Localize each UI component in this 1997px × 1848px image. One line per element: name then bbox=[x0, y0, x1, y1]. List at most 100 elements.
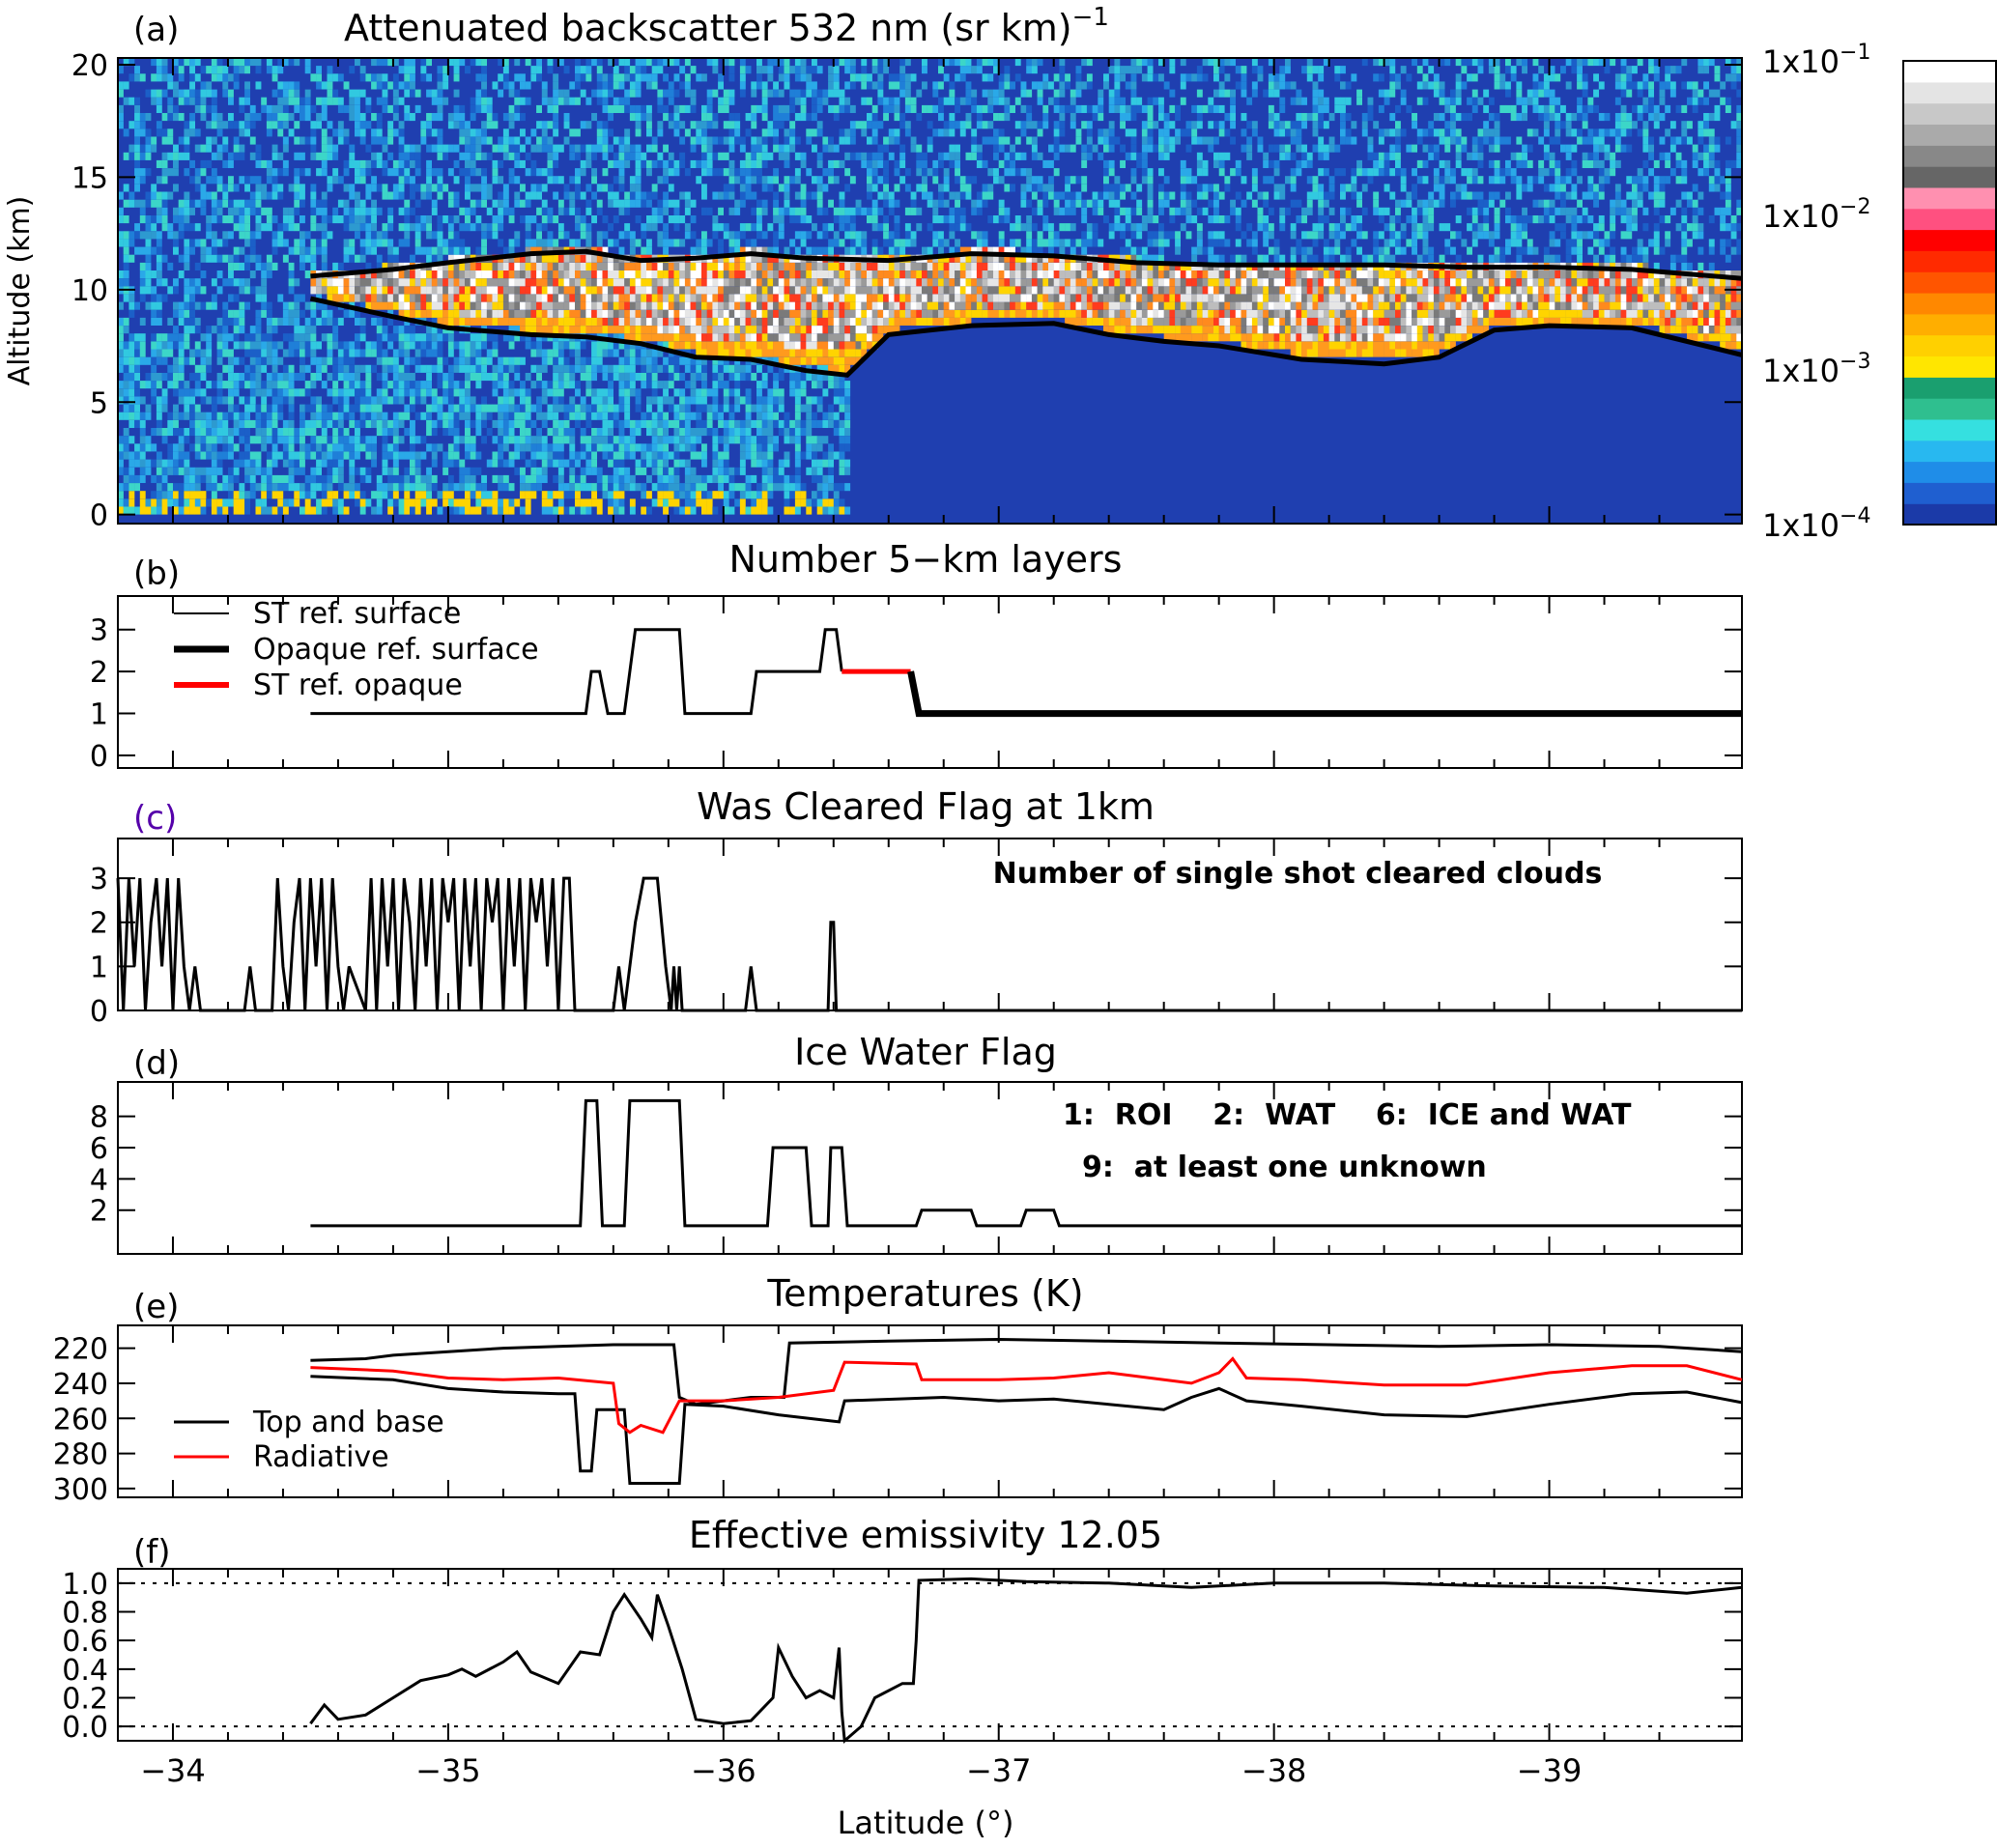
heatmap-cell bbox=[641, 381, 647, 389]
heatmap-cell bbox=[530, 73, 537, 82]
heatmap-cell bbox=[459, 364, 466, 373]
heatmap-cell bbox=[745, 286, 752, 295]
heatmap-cell bbox=[613, 443, 619, 452]
heatmap-cell bbox=[629, 113, 636, 122]
heatmap-cell bbox=[492, 381, 499, 389]
heatmap-cell bbox=[761, 309, 768, 318]
heatmap-cell bbox=[398, 474, 405, 483]
heatmap-cell bbox=[784, 73, 790, 82]
heatmap-cell bbox=[304, 168, 311, 177]
heatmap-cell bbox=[310, 349, 317, 357]
heatmap-cell bbox=[327, 341, 333, 350]
heatmap-cell bbox=[327, 419, 333, 428]
heatmap-cell bbox=[266, 128, 272, 137]
heatmap-cell bbox=[151, 191, 157, 200]
heatmap-cell bbox=[602, 231, 609, 240]
heatmap-cell bbox=[398, 184, 405, 192]
heatmap-cell bbox=[475, 144, 482, 153]
heatmap-cell bbox=[184, 381, 190, 389]
heatmap-cell bbox=[167, 191, 174, 200]
heatmap-cell bbox=[557, 396, 564, 405]
heatmap-cell bbox=[668, 333, 674, 342]
heatmap-cell bbox=[216, 239, 223, 247]
heatmap-cell bbox=[404, 451, 411, 460]
heatmap-cell bbox=[706, 144, 713, 153]
heatmap-cell bbox=[596, 128, 603, 137]
heatmap-cell bbox=[173, 506, 179, 515]
heatmap-cell bbox=[668, 199, 674, 208]
heatmap-cell bbox=[410, 506, 415, 515]
heatmap-cell bbox=[239, 215, 245, 224]
heatmap-cell bbox=[596, 239, 603, 247]
heatmap-cell bbox=[404, 215, 411, 224]
heatmap-cell bbox=[470, 152, 476, 160]
heatmap-cell bbox=[161, 491, 168, 499]
heatmap-cell bbox=[465, 388, 471, 397]
heatmap-cell bbox=[145, 199, 152, 208]
heatmap-cell bbox=[718, 381, 724, 389]
heatmap-cell bbox=[696, 294, 702, 302]
heatmap-cell bbox=[498, 436, 504, 444]
heatmap-cell bbox=[756, 498, 762, 507]
heatmap-cell bbox=[222, 396, 229, 405]
heatmap-cell bbox=[359, 239, 366, 247]
heatmap-cell bbox=[128, 436, 135, 444]
heatmap-cell bbox=[189, 326, 195, 334]
heatmap-cell bbox=[398, 286, 405, 295]
heatmap-cell bbox=[123, 412, 129, 420]
heatmap-cell bbox=[194, 104, 201, 113]
heatmap-cell bbox=[271, 506, 278, 515]
heatmap-cell bbox=[563, 113, 570, 122]
heatmap-cell bbox=[414, 333, 421, 342]
heatmap-cell bbox=[382, 436, 388, 444]
heatmap-cell bbox=[481, 270, 487, 279]
heatmap-cell bbox=[178, 436, 185, 444]
heatmap-cell bbox=[613, 419, 619, 428]
heatmap-cell bbox=[635, 459, 642, 468]
heatmap-cell bbox=[613, 215, 619, 224]
heatmap-cell bbox=[387, 104, 394, 113]
heatmap-cell bbox=[773, 294, 779, 302]
heatmap-cell bbox=[718, 326, 724, 334]
heatmap-cell bbox=[437, 152, 443, 160]
heatmap-cell bbox=[541, 89, 548, 98]
heatmap-cell bbox=[602, 89, 609, 98]
heatmap-cell bbox=[706, 159, 713, 168]
heatmap-cell bbox=[806, 89, 813, 98]
heatmap-cell bbox=[547, 176, 554, 185]
heatmap-cell bbox=[800, 89, 807, 98]
heatmap-cell bbox=[161, 191, 168, 200]
heatmap-cell bbox=[161, 113, 168, 122]
heatmap-cell bbox=[332, 498, 339, 507]
heatmap-cell bbox=[184, 144, 190, 153]
heatmap-cell bbox=[233, 506, 240, 515]
heatmap-cell bbox=[624, 199, 631, 208]
heatmap-cell bbox=[520, 412, 526, 420]
heatmap-cell bbox=[773, 443, 779, 452]
heatmap-cell bbox=[800, 356, 807, 365]
heatmap-cell bbox=[618, 81, 625, 90]
heatmap-cell bbox=[602, 262, 609, 270]
heatmap-cell bbox=[465, 278, 471, 287]
heatmap-cell bbox=[249, 121, 256, 129]
heatmap-cell bbox=[773, 419, 779, 428]
heatmap-cell bbox=[365, 412, 372, 420]
heatmap-cell bbox=[618, 152, 625, 160]
heatmap-cell bbox=[575, 474, 581, 483]
heatmap-cell bbox=[618, 262, 625, 270]
heatmap-cell bbox=[767, 121, 774, 129]
heatmap-cell bbox=[355, 199, 360, 208]
heatmap-cell bbox=[673, 104, 680, 113]
heatmap-cell bbox=[608, 199, 613, 208]
heatmap-cell bbox=[211, 294, 217, 302]
heatmap-cell bbox=[646, 373, 652, 382]
heatmap-cell bbox=[794, 356, 801, 365]
heatmap-cell bbox=[580, 66, 586, 74]
heatmap-cell bbox=[690, 381, 697, 389]
heatmap-cell bbox=[502, 152, 509, 160]
heatmap-cell bbox=[447, 215, 454, 224]
heatmap-cell bbox=[800, 333, 807, 342]
heatmap-cell bbox=[151, 215, 157, 224]
heatmap-cell bbox=[134, 223, 140, 232]
heatmap-cell bbox=[608, 436, 613, 444]
